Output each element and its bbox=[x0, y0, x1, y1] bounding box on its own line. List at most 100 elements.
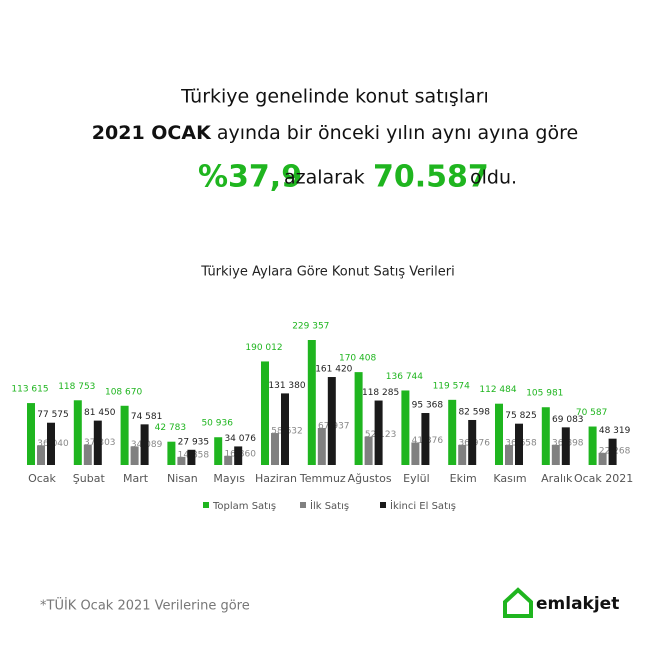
value-label: 118 285 bbox=[362, 388, 399, 398]
bar bbox=[140, 424, 149, 465]
bar bbox=[588, 426, 597, 465]
bar bbox=[364, 436, 373, 465]
value-label: 112 484 bbox=[479, 385, 516, 395]
value-label: 42 783 bbox=[155, 423, 187, 433]
value-label: 161 420 bbox=[315, 365, 352, 375]
bar bbox=[281, 393, 289, 465]
bar bbox=[83, 444, 92, 465]
x-tick-label: Mart bbox=[123, 472, 149, 485]
x-tick-label: Mayıs bbox=[213, 472, 245, 485]
legend-swatch bbox=[300, 502, 306, 508]
value-label: 82 598 bbox=[458, 407, 490, 417]
bar bbox=[515, 423, 523, 465]
chart-title: Türkiye Aylara Göre Konut Satış Verileri bbox=[200, 265, 454, 280]
x-tick-label: Ocak 2021 bbox=[574, 472, 633, 485]
bar bbox=[317, 427, 326, 465]
legend-swatch bbox=[380, 502, 386, 508]
bar bbox=[47, 422, 55, 465]
value-label: 81 450 bbox=[84, 408, 116, 418]
bar bbox=[354, 372, 363, 465]
bar bbox=[561, 427, 570, 465]
value-label: 119 574 bbox=[433, 381, 470, 391]
value-label: 74 581 bbox=[131, 412, 163, 422]
bar bbox=[73, 400, 82, 465]
legend-label: İlk Satış bbox=[310, 499, 349, 512]
bar bbox=[495, 403, 503, 465]
bar bbox=[541, 407, 550, 465]
value-label: 95 368 bbox=[412, 401, 444, 411]
bar bbox=[448, 399, 457, 465]
value-label: 190 012 bbox=[245, 343, 282, 353]
legend-label: İkinci El Satış bbox=[390, 499, 456, 512]
value-label: 77 575 bbox=[37, 410, 69, 420]
rate: %37,9 bbox=[198, 160, 302, 195]
headline-rest: ayında bir önceki yılın aynı ayına göre bbox=[217, 122, 578, 144]
bar bbox=[458, 444, 467, 465]
x-tick-label: Şubat bbox=[73, 472, 106, 485]
bar bbox=[214, 437, 223, 465]
bar bbox=[93, 420, 102, 465]
bar bbox=[307, 340, 316, 465]
value-label: 34 076 bbox=[224, 434, 256, 444]
value-label: 170 408 bbox=[339, 354, 376, 364]
value-label: 69 083 bbox=[552, 415, 584, 425]
headline: 2021 OCAK ayında bir önceki yılın aynı a… bbox=[92, 122, 578, 144]
x-tick-label: Ekim bbox=[450, 472, 477, 485]
bar bbox=[374, 400, 383, 465]
value-label: 70 587 bbox=[576, 408, 608, 418]
x-tick-label: Aralık bbox=[541, 472, 573, 485]
bar bbox=[271, 433, 279, 465]
bar bbox=[401, 390, 410, 465]
bar bbox=[187, 449, 196, 465]
bar bbox=[468, 419, 477, 465]
x-tick-label: Haziran bbox=[255, 472, 297, 485]
value-label: 75 825 bbox=[505, 411, 537, 421]
x-tick-label: Temmuz bbox=[299, 472, 346, 485]
value-label: 118 753 bbox=[58, 382, 95, 392]
footnote: *TÜİK Ocak 2021 Verilerine göre bbox=[40, 597, 250, 614]
bar bbox=[224, 455, 233, 465]
value-label: 50 936 bbox=[201, 419, 233, 429]
headline-bold: 2021 OCAK bbox=[92, 122, 212, 144]
bar bbox=[177, 456, 186, 465]
bar bbox=[551, 444, 560, 465]
value-label: 108 670 bbox=[105, 387, 142, 397]
value-label: 131 380 bbox=[268, 381, 305, 391]
bar bbox=[421, 413, 430, 465]
bar bbox=[608, 438, 617, 465]
bar bbox=[598, 452, 607, 465]
value-label: 113 615 bbox=[11, 385, 48, 395]
x-tick-label: Ağustos bbox=[348, 472, 392, 485]
bar bbox=[327, 377, 336, 465]
logo-icon bbox=[503, 587, 533, 618]
legend-label: Toplam Satış bbox=[212, 501, 276, 512]
logo-text: emlakjet bbox=[536, 594, 619, 614]
legend-swatch bbox=[203, 502, 209, 508]
bar bbox=[120, 405, 129, 465]
bar bbox=[234, 446, 243, 465]
bar bbox=[505, 445, 513, 465]
bar bbox=[37, 445, 45, 465]
bar bbox=[411, 442, 420, 465]
bar bbox=[167, 441, 176, 465]
x-tick-label: Ocak bbox=[28, 472, 56, 485]
value-label: 48 319 bbox=[599, 426, 631, 436]
headline: Türkiye genelinde konut satışları bbox=[180, 86, 489, 108]
bar bbox=[27, 403, 35, 465]
total: 70.587 bbox=[373, 160, 489, 195]
x-tick-label: Kasım bbox=[493, 472, 526, 485]
logo: emlakjet bbox=[503, 587, 619, 618]
bar bbox=[130, 446, 139, 465]
value-label: 27 935 bbox=[178, 437, 210, 447]
x-tick-label: Eylül bbox=[403, 472, 430, 485]
value-label: 136 744 bbox=[386, 372, 423, 382]
x-tick-label: Nisan bbox=[167, 472, 198, 485]
headline-end: oldu. bbox=[470, 167, 517, 189]
value-label: 229 357 bbox=[292, 322, 329, 332]
bar bbox=[261, 361, 269, 465]
headline-middle: azalarak bbox=[284, 167, 365, 189]
value-label: 105 981 bbox=[526, 389, 563, 399]
